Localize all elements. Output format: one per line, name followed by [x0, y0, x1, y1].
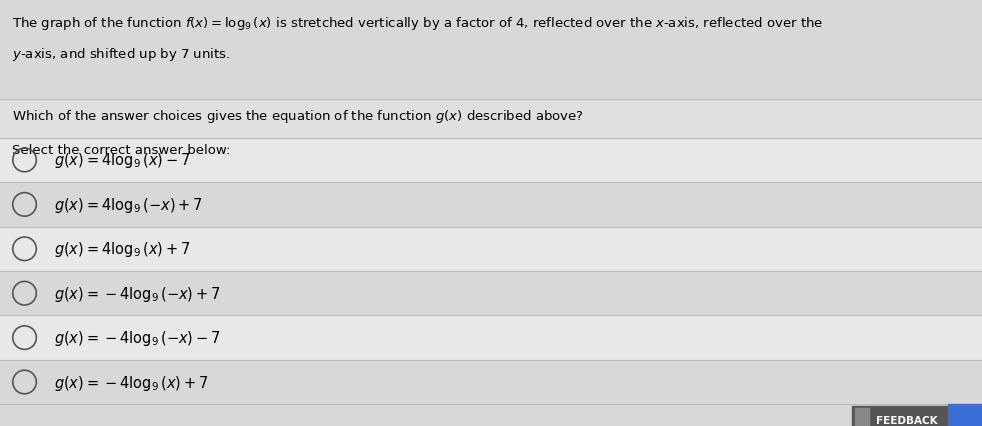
Bar [948, 404, 982, 426]
Bar [0, 0, 982, 100]
Bar [0, 316, 982, 360]
Bar [0, 227, 982, 271]
Text: Select the correct answer below:: Select the correct answer below: [12, 144, 230, 156]
Text: FEEDBACK: FEEDBACK [876, 415, 937, 425]
Bar [855, 409, 869, 426]
Text: $g(x) = 4\log_9(x) - 7$: $g(x) = 4\log_9(x) - 7$ [54, 151, 191, 170]
Bar [0, 271, 982, 316]
Text: $g(x) = -4\log_9(x) + 7$: $g(x) = -4\log_9(x) + 7$ [54, 373, 208, 391]
Bar [0, 404, 982, 426]
Text: The graph of the function $f(x) = \log_9(x)$ is stretched vertically by a factor: The graph of the function $f(x) = \log_9… [12, 15, 823, 32]
Text: $g(x) = 4\log_9(x) + 7$: $g(x) = 4\log_9(x) + 7$ [54, 240, 191, 259]
Text: $g(x) = -4\log_9(-x) - 7$: $g(x) = -4\log_9(-x) - 7$ [54, 328, 221, 347]
Text: $y$-axis, and shifted up by 7 units.: $y$-axis, and shifted up by 7 units. [12, 46, 230, 63]
Bar [0, 183, 982, 227]
Text: $g(x) = -4\log_9(-x) + 7$: $g(x) = -4\log_9(-x) + 7$ [54, 284, 221, 303]
Bar [0, 138, 982, 183]
Bar [0, 360, 982, 404]
Bar [0, 100, 982, 138]
Text: $g(x) = 4\log_9(-x) + 7$: $g(x) = 4\log_9(-x) + 7$ [54, 196, 203, 214]
Text: Which of the answer choices gives the equation of the function $g(x)$ described : Which of the answer choices gives the eq… [12, 108, 583, 125]
Bar [852, 406, 955, 426]
